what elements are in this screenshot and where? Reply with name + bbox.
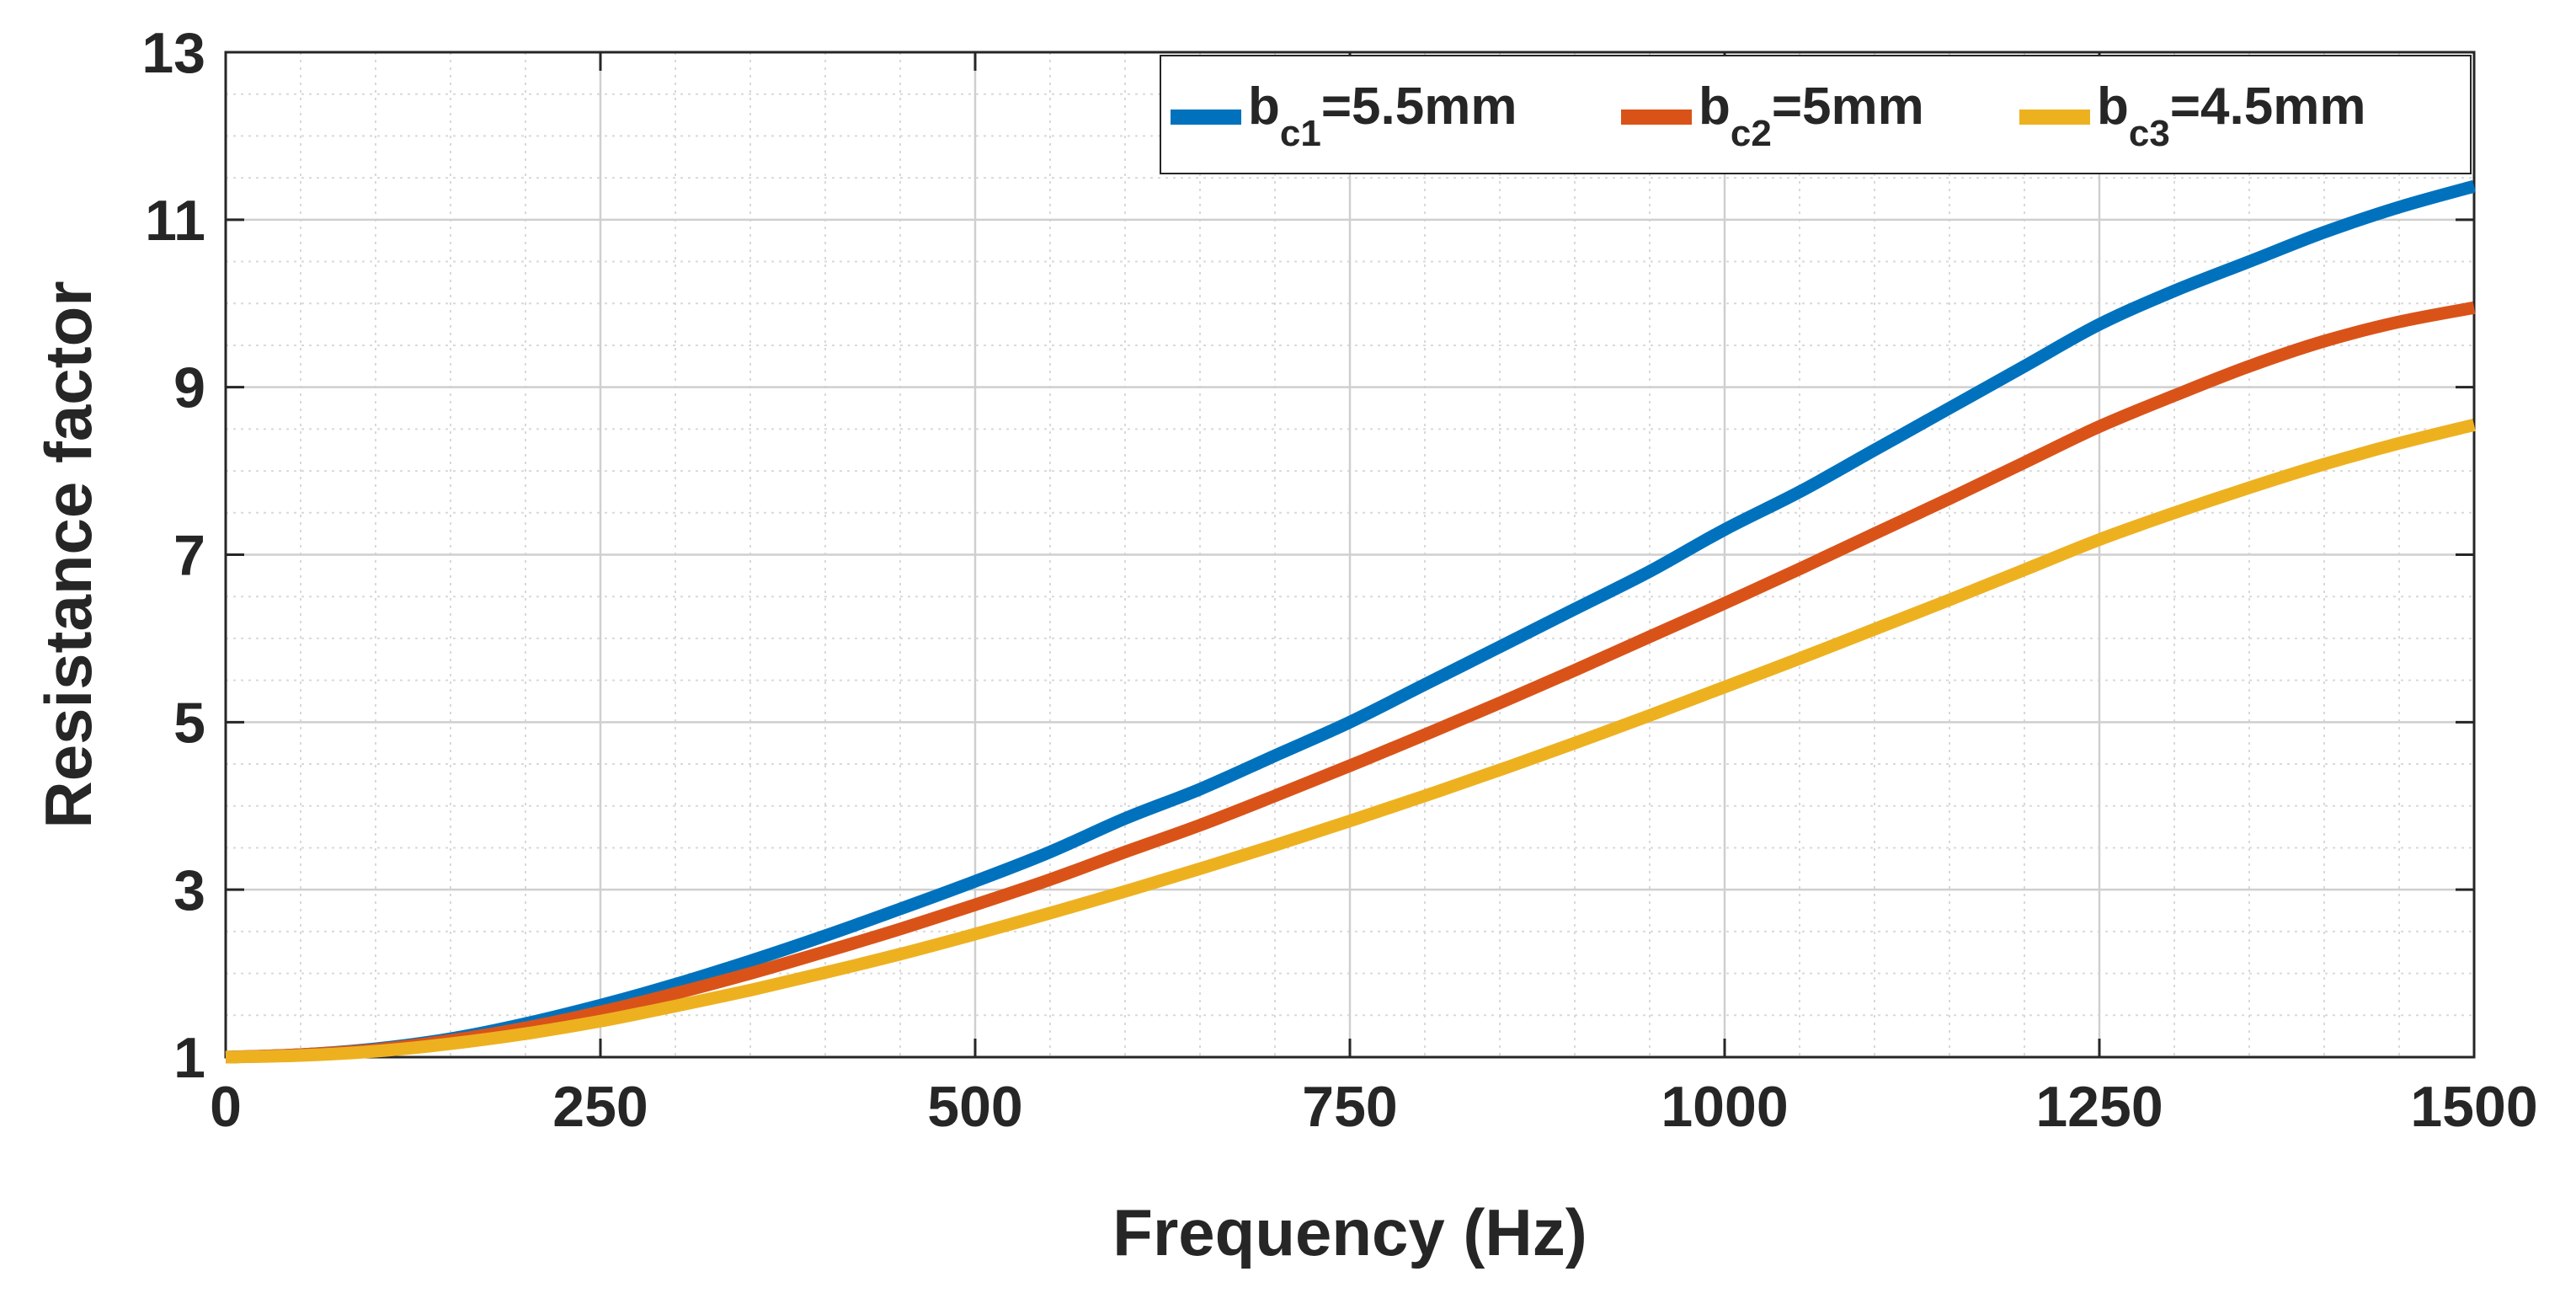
- y-axis-title: Resistance factor: [31, 281, 105, 828]
- y-tick-label: 5: [173, 691, 205, 755]
- y-tick-label: 7: [173, 524, 205, 588]
- legend-label-3: bc3=4.5mm: [2097, 77, 2365, 154]
- y-tick-label: 1: [173, 1026, 205, 1090]
- y-tick-label: 11: [145, 189, 205, 253]
- x-tick-label: 750: [1302, 1075, 1397, 1139]
- y-tick-label: 13: [141, 21, 205, 85]
- y-tick-label: 3: [173, 858, 205, 922]
- legend-label-2: bc2=5mm: [1699, 77, 1924, 154]
- y-tick-label: 9: [173, 356, 205, 420]
- legend: bc1=5.5mm bc2=5mm bc3=4.5mm: [1160, 55, 2472, 174]
- x-tick-label: 1500: [2410, 1075, 2537, 1139]
- x-tick-label: 250: [552, 1075, 648, 1139]
- x-tick-label: 1000: [1661, 1075, 1788, 1139]
- x-tick-label: 1250: [2035, 1075, 2163, 1139]
- series-lines: [225, 179, 2477, 1064]
- x-tick-label: 500: [927, 1075, 1022, 1139]
- x-tick-label: 0: [210, 1075, 242, 1139]
- x-tick-labels: 0 250 500 750 1000 1250 1500: [210, 1075, 2538, 1139]
- legend-box: [1160, 55, 2472, 174]
- x-axis-title: Frequency (Hz): [1112, 1195, 1587, 1269]
- legend-label-1: bc1=5.5mm: [1248, 77, 1517, 154]
- series-line-1: [225, 179, 2477, 1064]
- series-line-3: [225, 419, 2476, 1064]
- series-line-2: [225, 301, 2476, 1064]
